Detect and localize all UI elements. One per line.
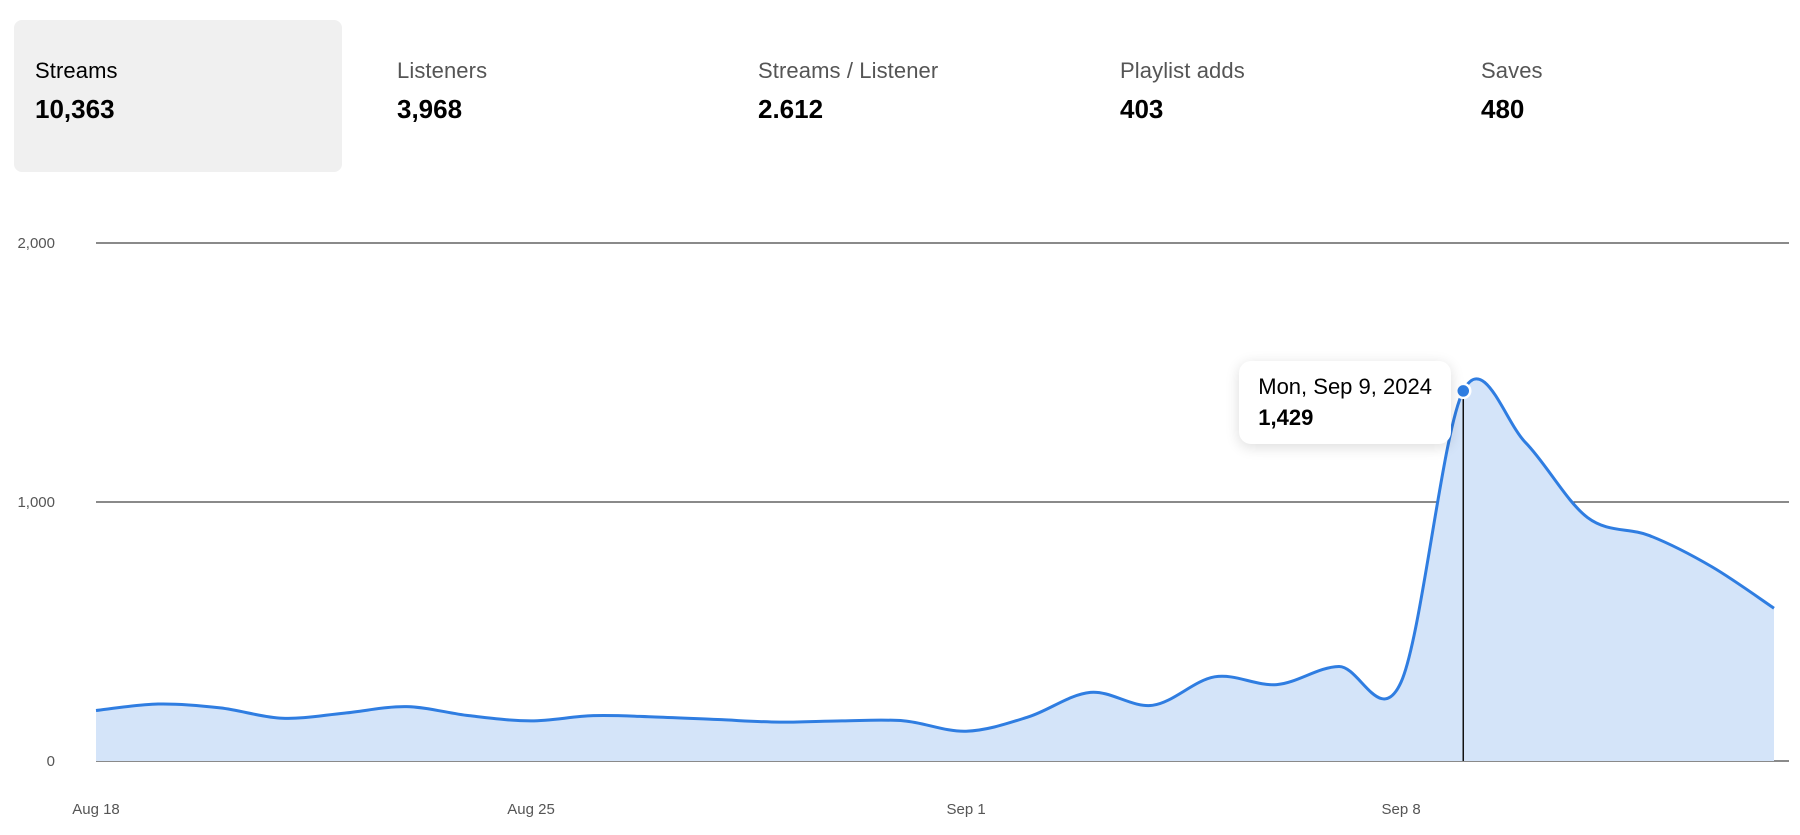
data-point <box>1213 675 1217 679</box>
metric-tab-playlist-adds[interactable]: Playlist adds 403 <box>1099 20 1427 172</box>
data-point <box>1026 715 1030 719</box>
data-point <box>1151 703 1155 707</box>
metric-value: 3,968 <box>397 94 463 124</box>
data-point <box>1772 606 1776 610</box>
metric-tabs: Streams 10,363 Listeners 3,968 Streams /… <box>14 20 1786 172</box>
data-point <box>467 714 471 718</box>
metric-label: Listeners <box>397 58 488 83</box>
y-tick-label: 1,000 <box>17 494 55 511</box>
y-tick-label: 2,000 <box>17 235 55 252</box>
data-point <box>1586 516 1590 520</box>
x-tick-label: Sep 1 <box>946 801 985 818</box>
data-point <box>1399 680 1403 684</box>
data-point <box>1710 565 1714 569</box>
x-tick-label: Aug 25 <box>507 801 555 818</box>
x-tick-label: Sep 8 <box>1382 801 1421 818</box>
metric-tab-streams-per-listener[interactable]: Streams / Listener 2.612 <box>737 20 1065 172</box>
data-point <box>1648 534 1652 538</box>
data-point <box>529 719 533 723</box>
metric-tab-streams[interactable]: Streams 10,363 <box>14 20 342 172</box>
data-point <box>1275 683 1279 687</box>
data-point <box>405 705 409 709</box>
chart-tooltip: Mon, Sep 9, 2024 1,429 <box>1239 360 1451 444</box>
data-point <box>1523 440 1527 444</box>
data-point <box>343 711 347 715</box>
highlight-point[interactable] <box>1455 382 1472 400</box>
metric-label: Streams <box>35 58 118 83</box>
streams-area-chart: 0 1,000 2,000 Aug 18 Aug 25 Sep 1 Sep 8 <box>17 235 1789 818</box>
data-point <box>591 714 595 718</box>
series-line <box>95 377 1775 733</box>
metric-label: Saves <box>1481 58 1543 83</box>
data-point <box>1337 664 1341 668</box>
data-point <box>280 716 284 720</box>
metric-value: 10,363 <box>35 94 115 124</box>
data-point <box>1088 690 1092 694</box>
metric-value: 403 <box>1120 94 1164 124</box>
x-axis-ticks: Aug 18 Aug 25 Sep 1 Sep 8 <box>72 801 1420 818</box>
data-point <box>156 702 160 706</box>
metric-tab-listeners[interactable]: Listeners 3,968 <box>376 20 704 172</box>
data-point <box>218 706 222 710</box>
data-point <box>778 720 782 724</box>
data-point <box>715 718 719 722</box>
metric-tab-saves[interactable]: Saves 480 <box>1460 20 1786 172</box>
data-point <box>653 715 657 719</box>
tooltip-date: Mon, Sep 9, 2024 <box>1258 373 1432 399</box>
metric-label: Streams / Listener <box>758 58 939 83</box>
data-point <box>94 708 98 712</box>
x-tick-label: Aug 18 <box>72 801 120 818</box>
tooltip-value: 1,429 <box>1258 404 1314 430</box>
data-point <box>902 719 906 723</box>
area-fill <box>96 378 1774 761</box>
y-axis-ticks: 0 1,000 2,000 <box>17 235 55 770</box>
metric-label: Playlist adds <box>1120 58 1245 83</box>
y-tick-label: 0 <box>47 753 55 770</box>
data-point <box>964 729 968 733</box>
metric-value: 480 <box>1481 94 1525 124</box>
data-point <box>840 719 844 723</box>
metric-value: 2.612 <box>758 94 824 124</box>
